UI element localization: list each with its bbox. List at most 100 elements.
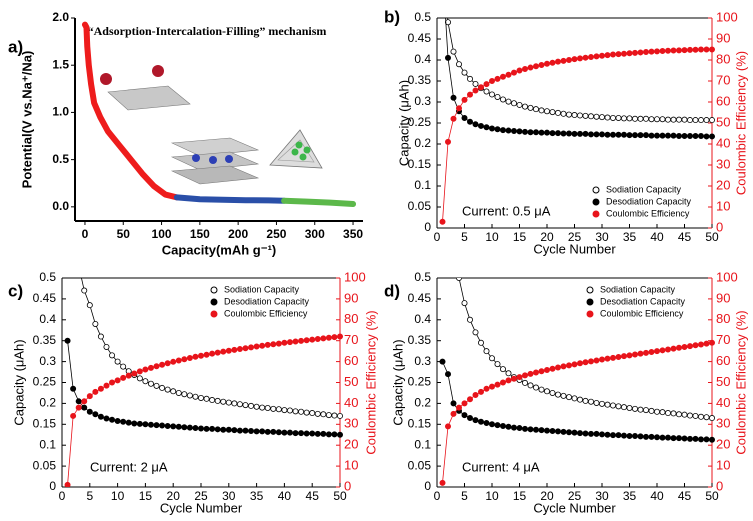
point [594,431,599,436]
point [293,339,298,344]
point [638,407,643,412]
point [321,412,326,417]
curve [85,25,177,198]
point [621,132,626,137]
point [682,436,687,441]
x-axis-label: Capacity(mAh g⁻¹) [162,242,276,257]
y2-tick-label: 40 [716,395,730,410]
point [260,405,265,410]
point [500,423,505,428]
point [544,130,549,135]
point [665,410,670,415]
point [451,116,456,121]
legend-label: Coulombic Efficiency [224,308,308,318]
point [555,365,560,370]
point [293,430,298,435]
point [473,330,478,335]
point [577,131,582,136]
point [473,122,478,127]
figure: 0501001502002503003500.00.51.01.52.0a)Ca… [0,0,753,521]
point [232,401,237,406]
x-tick-label: 40 [650,230,664,244]
x-tick-label: 45 [306,489,320,503]
x-tick-label: 35 [623,489,637,503]
point [671,117,676,122]
point [71,386,76,391]
point [237,428,242,433]
point [539,62,544,67]
point [676,435,681,440]
point [627,51,632,56]
point [605,115,610,120]
point [704,117,709,122]
point [445,150,450,155]
point [577,56,582,61]
x-tick-label: 200 [228,227,248,241]
point [539,108,544,113]
point [539,130,544,135]
point [310,337,315,342]
point [599,357,604,362]
point [484,420,489,425]
x-tick-label: 0 [59,489,66,503]
y-axis-label: Capacity (μAh) [396,80,411,166]
point [282,430,287,435]
point [693,47,698,52]
y2-tick-label: 50 [344,374,358,389]
legend-label: Sodiation Capacity [224,284,300,294]
y-tick-label: 0.05 [408,199,432,213]
x-tick-label: 35 [623,230,637,244]
point [632,116,637,121]
y2-tick-label: 20 [344,437,358,452]
point [544,61,549,66]
point [583,131,588,136]
point [550,130,555,135]
point [489,92,494,97]
point [326,335,331,340]
point [665,435,670,440]
y-tick-label: 0.3 [39,354,56,368]
point [65,338,70,343]
y-tick-label: 0 [49,479,56,493]
x-tick-label: 350 [343,227,363,241]
point [632,133,637,138]
point [583,398,588,403]
point [489,384,494,389]
y2-tick-label: 30 [716,416,730,431]
point [610,433,615,438]
point [489,78,494,83]
point [98,334,103,339]
point [254,344,259,349]
point [660,410,665,415]
x-tick-label: 45 [678,489,692,503]
y-axis-label: Potential(V vs.Na⁺/Na) [19,51,34,189]
point [82,405,87,410]
point [495,127,500,132]
point [671,48,676,53]
point [555,59,560,64]
point [298,338,303,343]
point [315,336,320,341]
point [528,130,533,135]
point [445,55,450,60]
legend-label: Sodiation Capacity [600,284,676,294]
point [610,355,615,360]
point [478,419,483,424]
point [687,344,692,349]
point [451,411,456,416]
point [522,426,527,431]
point [698,414,703,419]
point [182,425,187,430]
point [115,359,120,364]
point [93,389,98,394]
point [682,133,687,138]
point [566,363,571,368]
point [616,433,621,438]
point [321,431,326,436]
point [440,359,445,364]
x-tick-label: 50 [117,227,131,241]
point [315,411,320,416]
point [649,133,654,138]
point [248,403,253,408]
point [693,133,698,138]
